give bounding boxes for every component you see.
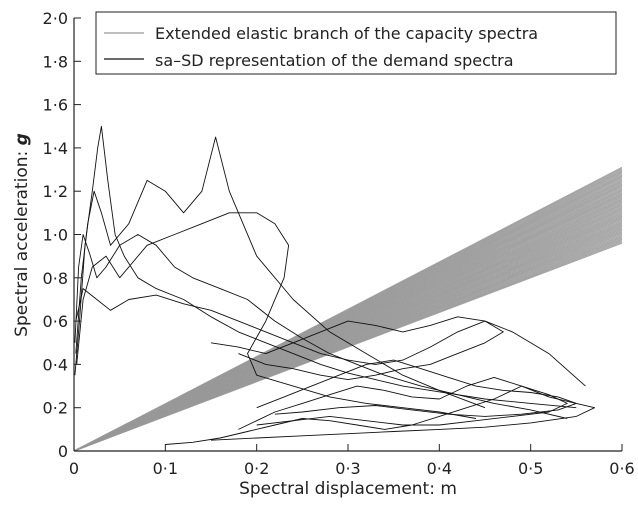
legend: Extended elastic branch of the capacity … <box>96 12 616 74</box>
y-axis-title-unit: g <box>12 133 32 145</box>
x-axis-title: Spectral displacement: m <box>239 479 457 499</box>
y-tick-label: 2·0 <box>43 9 68 28</box>
y-tick-label: 1·6 <box>43 96 68 115</box>
legend-label-demand: sa–SD representation of the demand spect… <box>155 51 514 70</box>
x-tick-label: 0 <box>69 459 79 478</box>
y-tick-label: 0·6 <box>43 312 68 331</box>
x-tick-label: 0·1 <box>153 459 178 478</box>
y-tick-label: 1·2 <box>43 182 68 201</box>
capacity-spectra-layer <box>74 167 622 451</box>
demand-spectrum-path <box>165 386 594 444</box>
x-tick-label: 0·6 <box>609 459 634 478</box>
demand-spectra-layer <box>75 126 595 444</box>
y-tick-label: 0·8 <box>43 269 68 288</box>
capacity-line <box>74 167 622 451</box>
y-tick-label: 1·8 <box>43 52 68 71</box>
y-tick-label: 0 <box>58 442 68 461</box>
x-tick-label: 0·5 <box>518 459 543 478</box>
demand-spectrum-path <box>238 377 567 429</box>
legend-label-capacity: Extended elastic branch of the capacity … <box>155 24 538 43</box>
y-tick-label: 0·4 <box>43 355 68 374</box>
y-tick-label: 0·2 <box>43 399 68 418</box>
x-tick-label: 0·4 <box>427 459 452 478</box>
y-tick-label: 1·0 <box>43 226 68 245</box>
y-tick-label: 1·4 <box>43 139 68 158</box>
y-axis-title: Spectral acceleration: g <box>12 133 32 337</box>
y-axis-title-text: Spectral acceleration: <box>12 145 32 336</box>
x-tick-label: 0·3 <box>335 459 360 478</box>
x-tick-label: 0·2 <box>244 459 269 478</box>
